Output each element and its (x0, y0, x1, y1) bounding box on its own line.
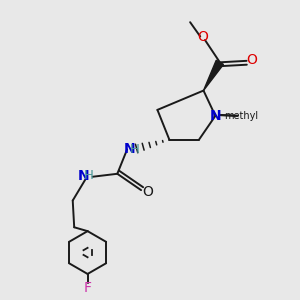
Text: O: O (142, 184, 153, 199)
Text: H: H (130, 143, 140, 156)
Polygon shape (203, 60, 224, 91)
Text: O: O (246, 53, 257, 67)
Text: N: N (78, 169, 89, 183)
Text: H: H (84, 169, 94, 182)
Text: methyl: methyl (224, 111, 258, 121)
Text: F: F (84, 280, 92, 295)
Text: N: N (210, 109, 221, 123)
Text: N: N (124, 142, 135, 156)
Text: O: O (197, 30, 208, 44)
